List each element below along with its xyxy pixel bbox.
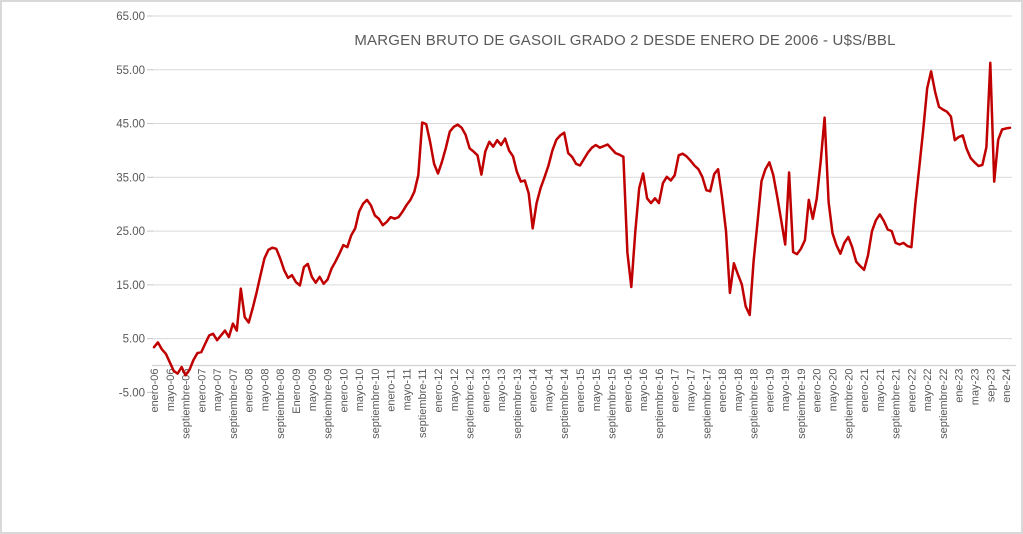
x-axis-label: septiembre-18	[749, 369, 761, 439]
x-axis-label: enero-22	[906, 369, 918, 413]
x-axis-label: septiembre-06	[181, 369, 193, 439]
x-axis-label: enero-21	[859, 369, 871, 413]
x-axis-label: enero-17	[670, 369, 682, 413]
margin-series-line	[152, 61, 1012, 377]
y-axis-label: -5.00	[119, 387, 145, 399]
x-axis-label: septiembre-17	[701, 369, 713, 439]
x-axis-label: enero-07	[196, 369, 208, 413]
x-axis-label: septiembre-16	[654, 369, 666, 439]
x-axis-label: mayo-07	[212, 369, 224, 412]
x-axis-label: enero-12	[433, 369, 445, 413]
x-axis-label: mayo-08	[259, 369, 271, 412]
x-axis-label: sep-23	[985, 369, 997, 403]
y-axis-label: 35.00	[116, 172, 145, 184]
x-axis-label: septiembre-11	[417, 369, 429, 439]
x-axis-label: enero-16	[622, 369, 634, 413]
x-axis-label: mayo-14	[543, 369, 555, 412]
x-axis-label: ene-23	[954, 369, 966, 403]
y-axis-label: 45.00	[116, 119, 145, 131]
x-axis-label: ene-24	[1001, 368, 1013, 402]
x-axis-label: enero-06	[149, 369, 161, 413]
x-axis-label: septiembre-19	[796, 369, 808, 439]
y-axis-label: 55.00	[116, 65, 145, 77]
y-axis-label: 25.00	[116, 226, 145, 238]
y-axis-label: 5.00	[123, 334, 145, 346]
x-axis-label: may-23	[970, 369, 982, 406]
x-axis-label: enero-10	[338, 369, 350, 413]
x-axis-label: enero-13	[480, 369, 492, 413]
x-axis-label: mayo-16	[638, 369, 650, 412]
x-axis-label: mayo-17	[685, 369, 697, 412]
x-axis-label: mayo-11	[401, 369, 413, 411]
x-axis-label: enero-18	[717, 369, 729, 413]
x-axis-label: septiembre-21	[891, 369, 903, 439]
x-axis-label: septiembre-13	[512, 369, 524, 439]
x-axis-label: mayo-22	[922, 369, 934, 412]
x-axis-label: mayo-13	[496, 368, 508, 411]
x-axis-label: mayo-09	[307, 369, 319, 412]
x-axis-label: enero-19	[764, 369, 776, 413]
x-axis-label: mayo-12	[449, 369, 461, 412]
x-axis-label: enero-20	[812, 369, 824, 413]
x-axis-label: septiembre-10	[370, 369, 382, 439]
y-axis-label: 65.00	[116, 11, 145, 23]
x-axis-label: septiembre-14	[559, 369, 571, 439]
x-axis-label: septiembre-07	[228, 369, 240, 439]
x-axis-label: septiembre-15	[607, 369, 619, 439]
x-axis-label: septiembre-12	[465, 369, 477, 439]
x-axis-label: septiembre-09	[323, 369, 335, 439]
x-axis-label: enero-15	[575, 369, 587, 413]
y-axis-label: 15.00	[116, 280, 145, 292]
x-axis-label: enero-08	[244, 369, 256, 413]
x-axis-label: Enero-09	[291, 369, 303, 414]
x-axis-label: septiembre-08	[275, 369, 287, 439]
x-axis-label: mayo-19	[780, 369, 792, 412]
x-axis-label: mayo-06	[165, 369, 177, 412]
x-axis-label: septiembre-20	[843, 369, 855, 439]
x-axis-label: enero-14	[528, 369, 540, 413]
x-axis-label: mayo-20	[828, 369, 840, 412]
x-axis-label: mayo-10	[354, 369, 366, 412]
x-axis-label: mayo-21	[875, 369, 887, 412]
x-axis-label: mayo-15	[591, 369, 603, 412]
x-axis-label: mayo-18	[733, 369, 745, 412]
chart-title: MARGEN BRUTO DE GASOIL GRADO 2 DESDE ENE…	[354, 32, 896, 49]
x-axis-label: septiembre-22	[938, 369, 950, 439]
x-axis-label: enero-11	[386, 369, 398, 412]
